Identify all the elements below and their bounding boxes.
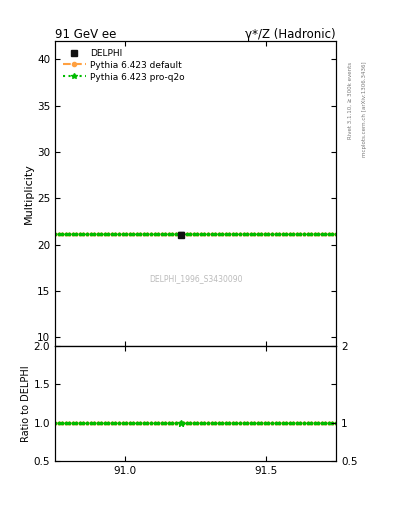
Text: DELPHI_1996_S3430090: DELPHI_1996_S3430090	[149, 274, 242, 284]
Text: 91 GeV ee: 91 GeV ee	[55, 28, 116, 41]
Y-axis label: Multiplicity: Multiplicity	[24, 163, 34, 224]
Text: Rivet 3.1.10, ≥ 300k events: Rivet 3.1.10, ≥ 300k events	[348, 61, 353, 139]
Legend: DELPHI, Pythia 6.423 default, Pythia 6.423 pro-q2o: DELPHI, Pythia 6.423 default, Pythia 6.4…	[59, 46, 189, 86]
Text: γ*/Z (Hadronic): γ*/Z (Hadronic)	[245, 28, 336, 41]
Text: mcplots.cern.ch [arXiv:1306.3436]: mcplots.cern.ch [arXiv:1306.3436]	[362, 61, 367, 157]
Y-axis label: Ratio to DELPHI: Ratio to DELPHI	[21, 365, 31, 442]
